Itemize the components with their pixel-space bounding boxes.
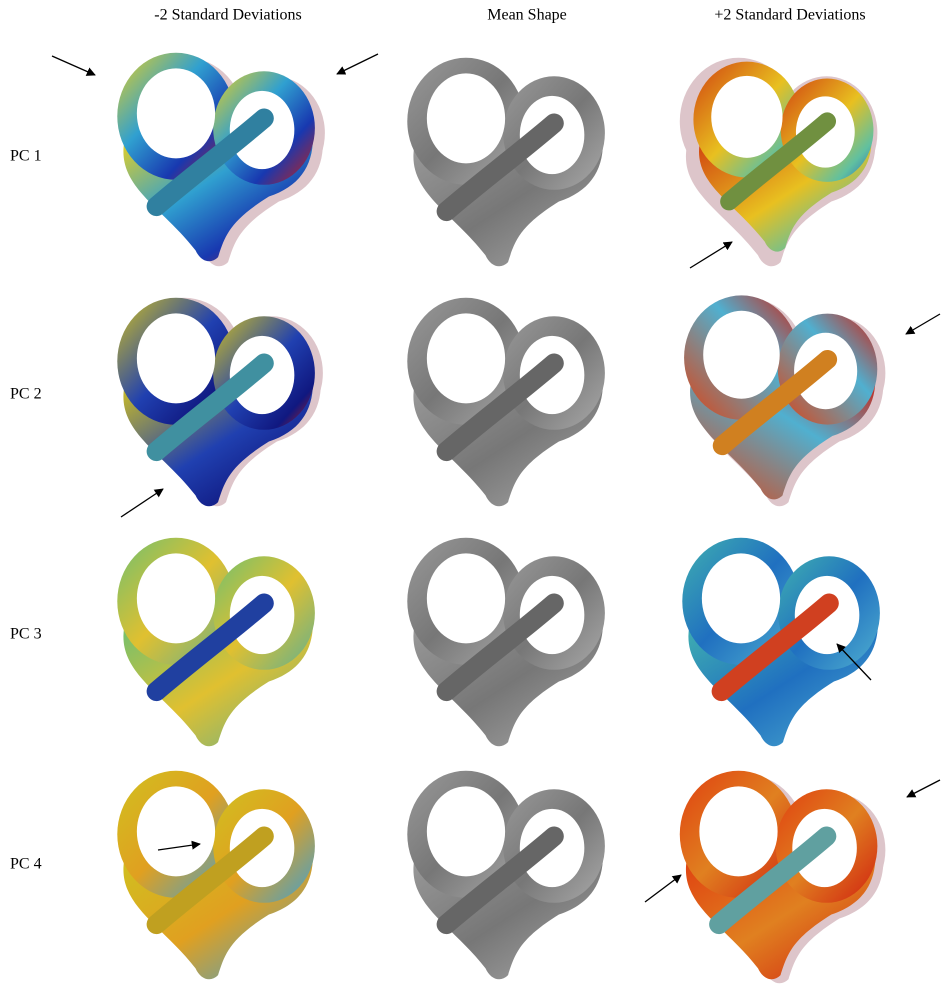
arrow bbox=[645, 875, 681, 902]
shape bbox=[682, 538, 880, 747]
arrow bbox=[52, 56, 95, 75]
shape bbox=[117, 771, 315, 980]
shape bbox=[117, 538, 315, 747]
shape bbox=[693, 62, 873, 252]
row-label: PC 4 bbox=[10, 856, 42, 873]
shape bbox=[684, 295, 877, 499]
shape bbox=[680, 771, 878, 980]
arrow bbox=[121, 489, 163, 517]
shape bbox=[407, 771, 605, 980]
column-header: -2 Standard Deviations bbox=[154, 7, 302, 24]
arrow bbox=[907, 780, 940, 797]
row-label: PC 3 bbox=[10, 626, 42, 643]
shape bbox=[407, 538, 605, 747]
column-header: +2 Standard Deviations bbox=[714, 7, 865, 24]
shapes bbox=[117, 53, 885, 984]
shape bbox=[407, 298, 605, 507]
arrow bbox=[690, 242, 732, 268]
arrow bbox=[337, 54, 378, 74]
figure: -2 Standard Deviations Mean Shape +2 Sta… bbox=[0, 0, 941, 987]
row-label: PC 1 bbox=[10, 148, 42, 165]
arrow bbox=[906, 314, 940, 334]
shape bbox=[117, 53, 315, 262]
column-header: Mean Shape bbox=[487, 7, 567, 24]
shape bbox=[117, 298, 315, 507]
shape bbox=[407, 58, 605, 267]
row-label: PC 2 bbox=[10, 386, 42, 403]
